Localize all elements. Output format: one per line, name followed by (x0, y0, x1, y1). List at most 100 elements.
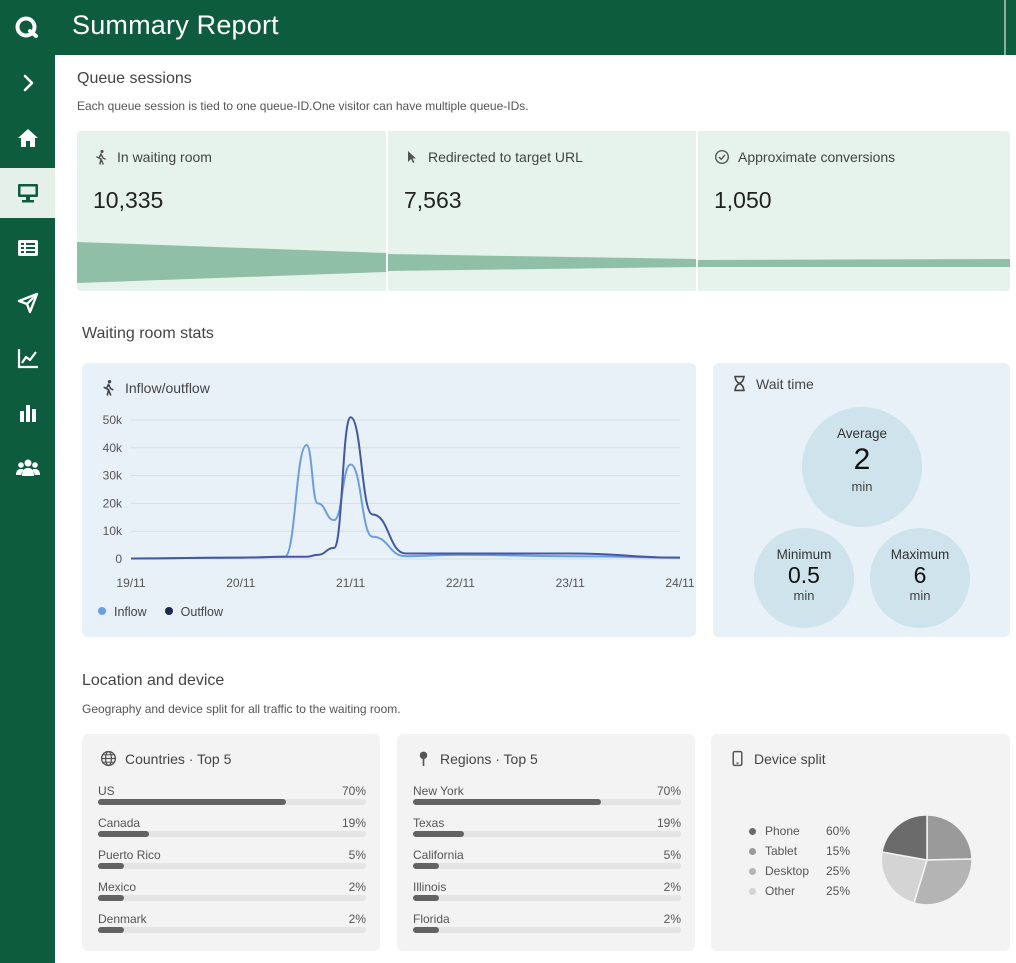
region-bar-track (413, 927, 681, 933)
device-legend-dot (749, 828, 756, 835)
device-name: Phone (765, 824, 800, 838)
regions-list: New York 70% Texas 19% California 5% Illinois 2… (413, 784, 681, 944)
legend-outflow-label: Outflow (180, 605, 224, 619)
region-row: Florida 2% (413, 912, 681, 944)
series-line-outflow (130, 416, 681, 560)
sidebar-item-analytics[interactable] (0, 333, 55, 383)
region-percent: 19% (656, 816, 681, 830)
region-name: California (413, 848, 464, 862)
country-bar-fill (98, 799, 286, 805)
metric-value: 7,563 (404, 187, 462, 213)
inflow-outflow-card: Inflow/outflow 0 10k 20k 30k 40k 50k 19/11 20/1… (82, 363, 696, 637)
chart-legend: Inflow Outflow (98, 605, 223, 619)
country-bar-fill (98, 895, 124, 901)
top-bar: Summary Report (0, 0, 1016, 55)
metric-label: In waiting room (117, 149, 212, 165)
region-bar-track (413, 863, 681, 869)
queue-sessions-subtitle: Each queue session is tied to one queue-… (77, 99, 529, 113)
legend-outflow: Outflow (164, 605, 224, 619)
regions-card: Regions · Top 5 New York 70% Texas 19% Calif… (397, 734, 695, 951)
wait-time-title: Wait time (756, 375, 814, 392)
window-edge (1004, 0, 1006, 55)
device-legend-dot (749, 868, 756, 875)
sidebar-expand[interactable] (0, 58, 55, 108)
monitor-icon (17, 184, 38, 203)
maximum-unit: min (909, 588, 931, 603)
country-percent: 2% (348, 912, 366, 926)
device-pie-chart (880, 814, 973, 906)
funnel-divider (386, 131, 388, 291)
x-tick-label: 23/11 (556, 576, 585, 590)
device-legend: Phone 60% Tablet 15% Desktop 25% Other 25% (749, 824, 859, 904)
sidebar-item-home[interactable] (0, 113, 55, 163)
location-device-title: Location and device (82, 672, 225, 689)
y-tick-label: 20k (103, 496, 123, 510)
regions-title: Regions · Top 5 (440, 750, 538, 767)
device-percent: 25% (826, 884, 851, 898)
inflow-outflow-chart: 0 10k 20k 30k 40k 50k 19/11 20/11 21/11 22/11 23/1… (103, 413, 695, 590)
countries-list: US 70% Canada 19% Puerto Rico 5% Mexico 2% Denma… (98, 784, 366, 944)
walking-icon (96, 149, 106, 165)
x-tick-label: 22/11 (446, 576, 475, 590)
minimum-label: Minimum (776, 547, 832, 562)
legend-inflow-label: Inflow (114, 605, 147, 619)
region-row: California 5% (413, 848, 681, 880)
sidebar-item-send[interactable] (0, 278, 55, 328)
country-name: Mexico (98, 880, 137, 894)
country-bar-fill (98, 927, 124, 933)
sidebar-item-summary[interactable] (0, 168, 55, 218)
sidebar-item-reports[interactable] (0, 388, 55, 438)
device-legend-item: Phone 60% (749, 824, 859, 844)
device-split-card: Device split Phone 60% Tablet 15% Desktop 25%… (711, 734, 1010, 951)
sidebar-item-users[interactable] (0, 443, 55, 493)
x-tick-label: 21/11 (336, 576, 365, 590)
y-tick-label: 10k (103, 524, 123, 538)
country-row: US 70% (98, 784, 366, 816)
country-percent: 5% (348, 848, 366, 862)
region-bar-fill (413, 863, 439, 869)
list-icon (17, 240, 38, 256)
country-name: Canada (98, 816, 141, 830)
region-bar-track (413, 799, 681, 805)
region-name: Illinois (413, 880, 447, 894)
region-bar-fill (413, 799, 601, 805)
country-row: Denmark 2% (98, 912, 366, 944)
x-tick-label: 24/11 (665, 576, 694, 590)
region-percent: 70% (656, 784, 681, 798)
device-percent: 25% (826, 864, 851, 878)
device-legend-item: Tablet 15% (749, 844, 859, 864)
country-bar-track (98, 799, 366, 805)
queue-sessions-title: Queue sessions (77, 70, 192, 87)
pie-slice-tablet (881, 814, 928, 861)
country-name: US (98, 784, 115, 798)
region-row: Texas 19% (413, 816, 681, 848)
minimum-wait-bubble: Minimum 0.5 min (754, 528, 854, 628)
y-tick-label: 40k (103, 441, 123, 455)
average-unit: min (851, 479, 873, 494)
main-content: Queue sessions Each queue session is tie… (55, 55, 1016, 963)
average-label: Average (836, 426, 888, 441)
country-bar-track (98, 895, 366, 901)
average-wait-bubble: Average 2 min (802, 407, 922, 527)
sidebar-item-list[interactable] (0, 223, 55, 273)
pie-slice-desktop (913, 858, 973, 906)
country-bar-track (98, 863, 366, 869)
pie-slice-other (880, 851, 928, 904)
phone-icon (732, 750, 743, 767)
metric-label: Redirected to target URL (428, 149, 583, 165)
chart-title: Inflow/outflow (125, 379, 210, 396)
device-legend-item: Other 25% (749, 884, 859, 904)
page-title: Summary Report (72, 10, 279, 40)
legend-inflow: Inflow (98, 605, 147, 619)
region-name: Florida (413, 912, 450, 926)
device-percent: 15% (826, 844, 851, 858)
country-percent: 19% (341, 816, 366, 830)
pie-slice-phone (926, 814, 973, 861)
device-legend-item: Desktop 25% (749, 864, 859, 884)
sidebar (0, 55, 55, 963)
maximum-label: Maximum (890, 547, 950, 562)
x-tick-label: 19/11 (116, 576, 145, 590)
region-percent: 5% (663, 848, 681, 862)
series-line-inflow (130, 444, 681, 560)
region-bar-track (413, 895, 681, 901)
